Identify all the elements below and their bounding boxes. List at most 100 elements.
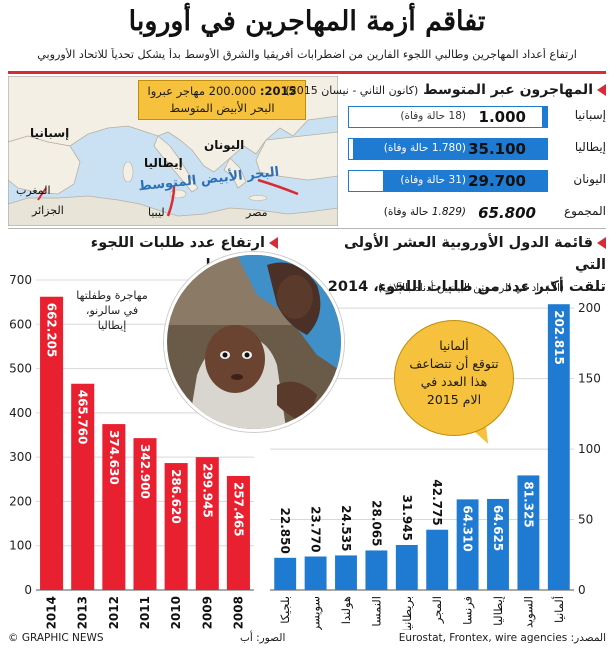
- route-spain: [37, 187, 47, 201]
- med-total-deaths-number: (1.829: [431, 206, 466, 218]
- blue-category-label: بلجيكا: [278, 596, 292, 624]
- med-bar: [353, 138, 548, 160]
- map-greece: [223, 157, 247, 189]
- blue-bar: [365, 550, 388, 590]
- map-turkey: [255, 131, 338, 181]
- med-row-spain: إسبانيا 1.000 (18 حالة وفاة): [346, 104, 606, 130]
- blue-category-label: النمسا: [369, 596, 383, 627]
- red-bar: [102, 424, 126, 590]
- red-triangle-icon: [597, 237, 606, 249]
- med-value: 35.100: [468, 140, 526, 158]
- red-ytick-label: 700: [9, 273, 32, 287]
- med-country: إسبانيا: [574, 108, 606, 122]
- med-total-label: المجموع: [564, 204, 606, 218]
- blue-bar: [395, 544, 418, 590]
- red-category-label: 2014: [45, 596, 59, 629]
- mediterranean-period: (كانون الثاني - نيسان 2015): [285, 84, 419, 97]
- bubble-line2: تتوقع أن تتضاعف: [409, 356, 499, 371]
- section-divider: [8, 228, 606, 229]
- blue-category-label: بريطانيا: [400, 596, 415, 630]
- blue-category-label: السويد: [521, 596, 536, 628]
- red-bar: [133, 438, 157, 590]
- blue-bar: [274, 557, 297, 590]
- callout-line2: البحر الأبيض المتوسط: [169, 101, 275, 115]
- footer-source: المصدر: Eurostat, Frontex, wire agencies: [398, 632, 606, 644]
- med-total-deaths-text: حالة وفاة): [383, 206, 429, 218]
- med-bar: [542, 106, 548, 128]
- map-label-libya: ليبيا: [148, 206, 165, 219]
- photo-illustration: [167, 255, 341, 429]
- red-value-label: 299.945: [200, 463, 214, 518]
- blue-value-label: 31.945: [400, 495, 414, 541]
- blue-bar: [304, 556, 327, 590]
- med-row-total: المجموع 65.800 (1.829 حالة وفاة): [346, 200, 606, 226]
- map-label-egypt: مصر: [246, 206, 268, 219]
- page-title: تفاقم أزمة المهاجرين في أوروبا: [128, 6, 486, 37]
- red-ytick-label: 100: [9, 539, 32, 553]
- map-sardinia: [122, 161, 134, 183]
- med-row-italy: إيطاليا 35.100 (1.780 حالة وفاة): [346, 136, 606, 162]
- footer-photos: الصور: أب: [240, 632, 286, 644]
- red-ytick-label: 300: [9, 450, 32, 464]
- med-total-value: 65.800: [478, 204, 536, 222]
- blue-bar: [426, 529, 449, 590]
- footer-credit: © GRAPHIC NEWS: [8, 632, 104, 644]
- blue-value-label: 22.850: [278, 507, 292, 553]
- red-bar: [195, 457, 219, 590]
- map-callout: 2015: 200.000 مهاجر عبروا البحر الأبيض ا…: [138, 80, 306, 120]
- blue-chart-note: (الأعداد في الرسمين البيانيين أدناه بالآ…: [378, 282, 564, 294]
- blue-ytick-label: 50: [578, 513, 593, 527]
- blue-bar: [335, 555, 357, 590]
- med-total-deaths: (1.829 حالة وفاة): [384, 206, 466, 218]
- red-category-label: 2010: [169, 596, 183, 629]
- map-iberia: [8, 135, 81, 195]
- page-subtitle: ارتفاع أعداد المهاجرين وطالبي اللجوء الف…: [37, 48, 577, 61]
- bubble-line4: الام 2015: [426, 392, 482, 407]
- blue-value-label: 64.625: [491, 505, 505, 551]
- red-category-label: 2013: [76, 596, 90, 629]
- mediterranean-heading: المهاجرون عبر المتوسط (كانون الثاني - ني…: [285, 82, 606, 98]
- blue-bar: [456, 499, 479, 590]
- blue-heading-line1: قائمة الدول الأوروبية العشر الأولى التي: [343, 235, 606, 273]
- red-value-label: 257.465: [231, 482, 245, 537]
- red-ytick-label: 400: [9, 406, 32, 420]
- photo-caption-line1: مهاجرة وطفلتها: [76, 289, 148, 302]
- bubble-line3: هذا العدد في: [420, 374, 488, 389]
- red-category-label: 2008: [231, 596, 245, 629]
- red-category-label: 2009: [200, 596, 214, 629]
- red-triangle-icon: [597, 84, 606, 96]
- blue-value-label: 202.815: [552, 310, 566, 365]
- blue-bar: [547, 304, 570, 590]
- blue-category-label: المجر: [430, 596, 445, 624]
- blue-category-label: فرنسا: [461, 596, 476, 625]
- blue-value-label: 64.310: [461, 505, 475, 551]
- map-label-morocco: المغرب: [16, 184, 51, 197]
- blue-chart-heading: قائمة الدول الأوروبية العشر الأولى التي …: [326, 232, 606, 298]
- route-greece: [257, 178, 299, 196]
- red-value-label: 465.760: [76, 390, 90, 445]
- blue-value-label: 28.065: [369, 500, 383, 546]
- red-ytick-label: 0: [24, 583, 32, 597]
- red-value-label: 342.900: [138, 444, 152, 499]
- med-value: 29.700: [468, 172, 526, 190]
- map-label-algeria: الجزائر: [32, 204, 64, 217]
- red-value-label: 286.620: [169, 469, 183, 524]
- blue-value-label: 24.535: [339, 505, 353, 551]
- red-heading-line1: ارتفاع عدد طلبات اللجوء: [90, 235, 265, 251]
- asylum-by-year-chart: 0 100 200 300 400 500 600 700 662.205 2014 465.760…: [9, 273, 254, 629]
- map-africa: [8, 195, 338, 226]
- blue-ytick-label: 150: [578, 372, 601, 386]
- med-deaths: (31 حالة وفاة): [400, 174, 466, 186]
- red-ytick-label: 600: [9, 317, 32, 331]
- red-ytick-label: 500: [9, 362, 32, 376]
- red-category-label: 2012: [107, 596, 121, 629]
- red-bar: [164, 463, 188, 590]
- blue-bar: [487, 498, 509, 590]
- asylum-by-country-chart: 0 50 100 150 200 22.850 بلجيكا 23.770 سويسرا 24.5…: [270, 301, 601, 630]
- map-crete: [248, 195, 268, 201]
- blue-ytick-label: 100: [578, 442, 601, 456]
- blue-category-label: هولندا: [339, 596, 354, 624]
- red-ytick-label: 200: [9, 494, 32, 508]
- blue-value-label: 81.325: [521, 481, 535, 527]
- med-deaths: (1.780 حالة وفاة): [383, 142, 466, 154]
